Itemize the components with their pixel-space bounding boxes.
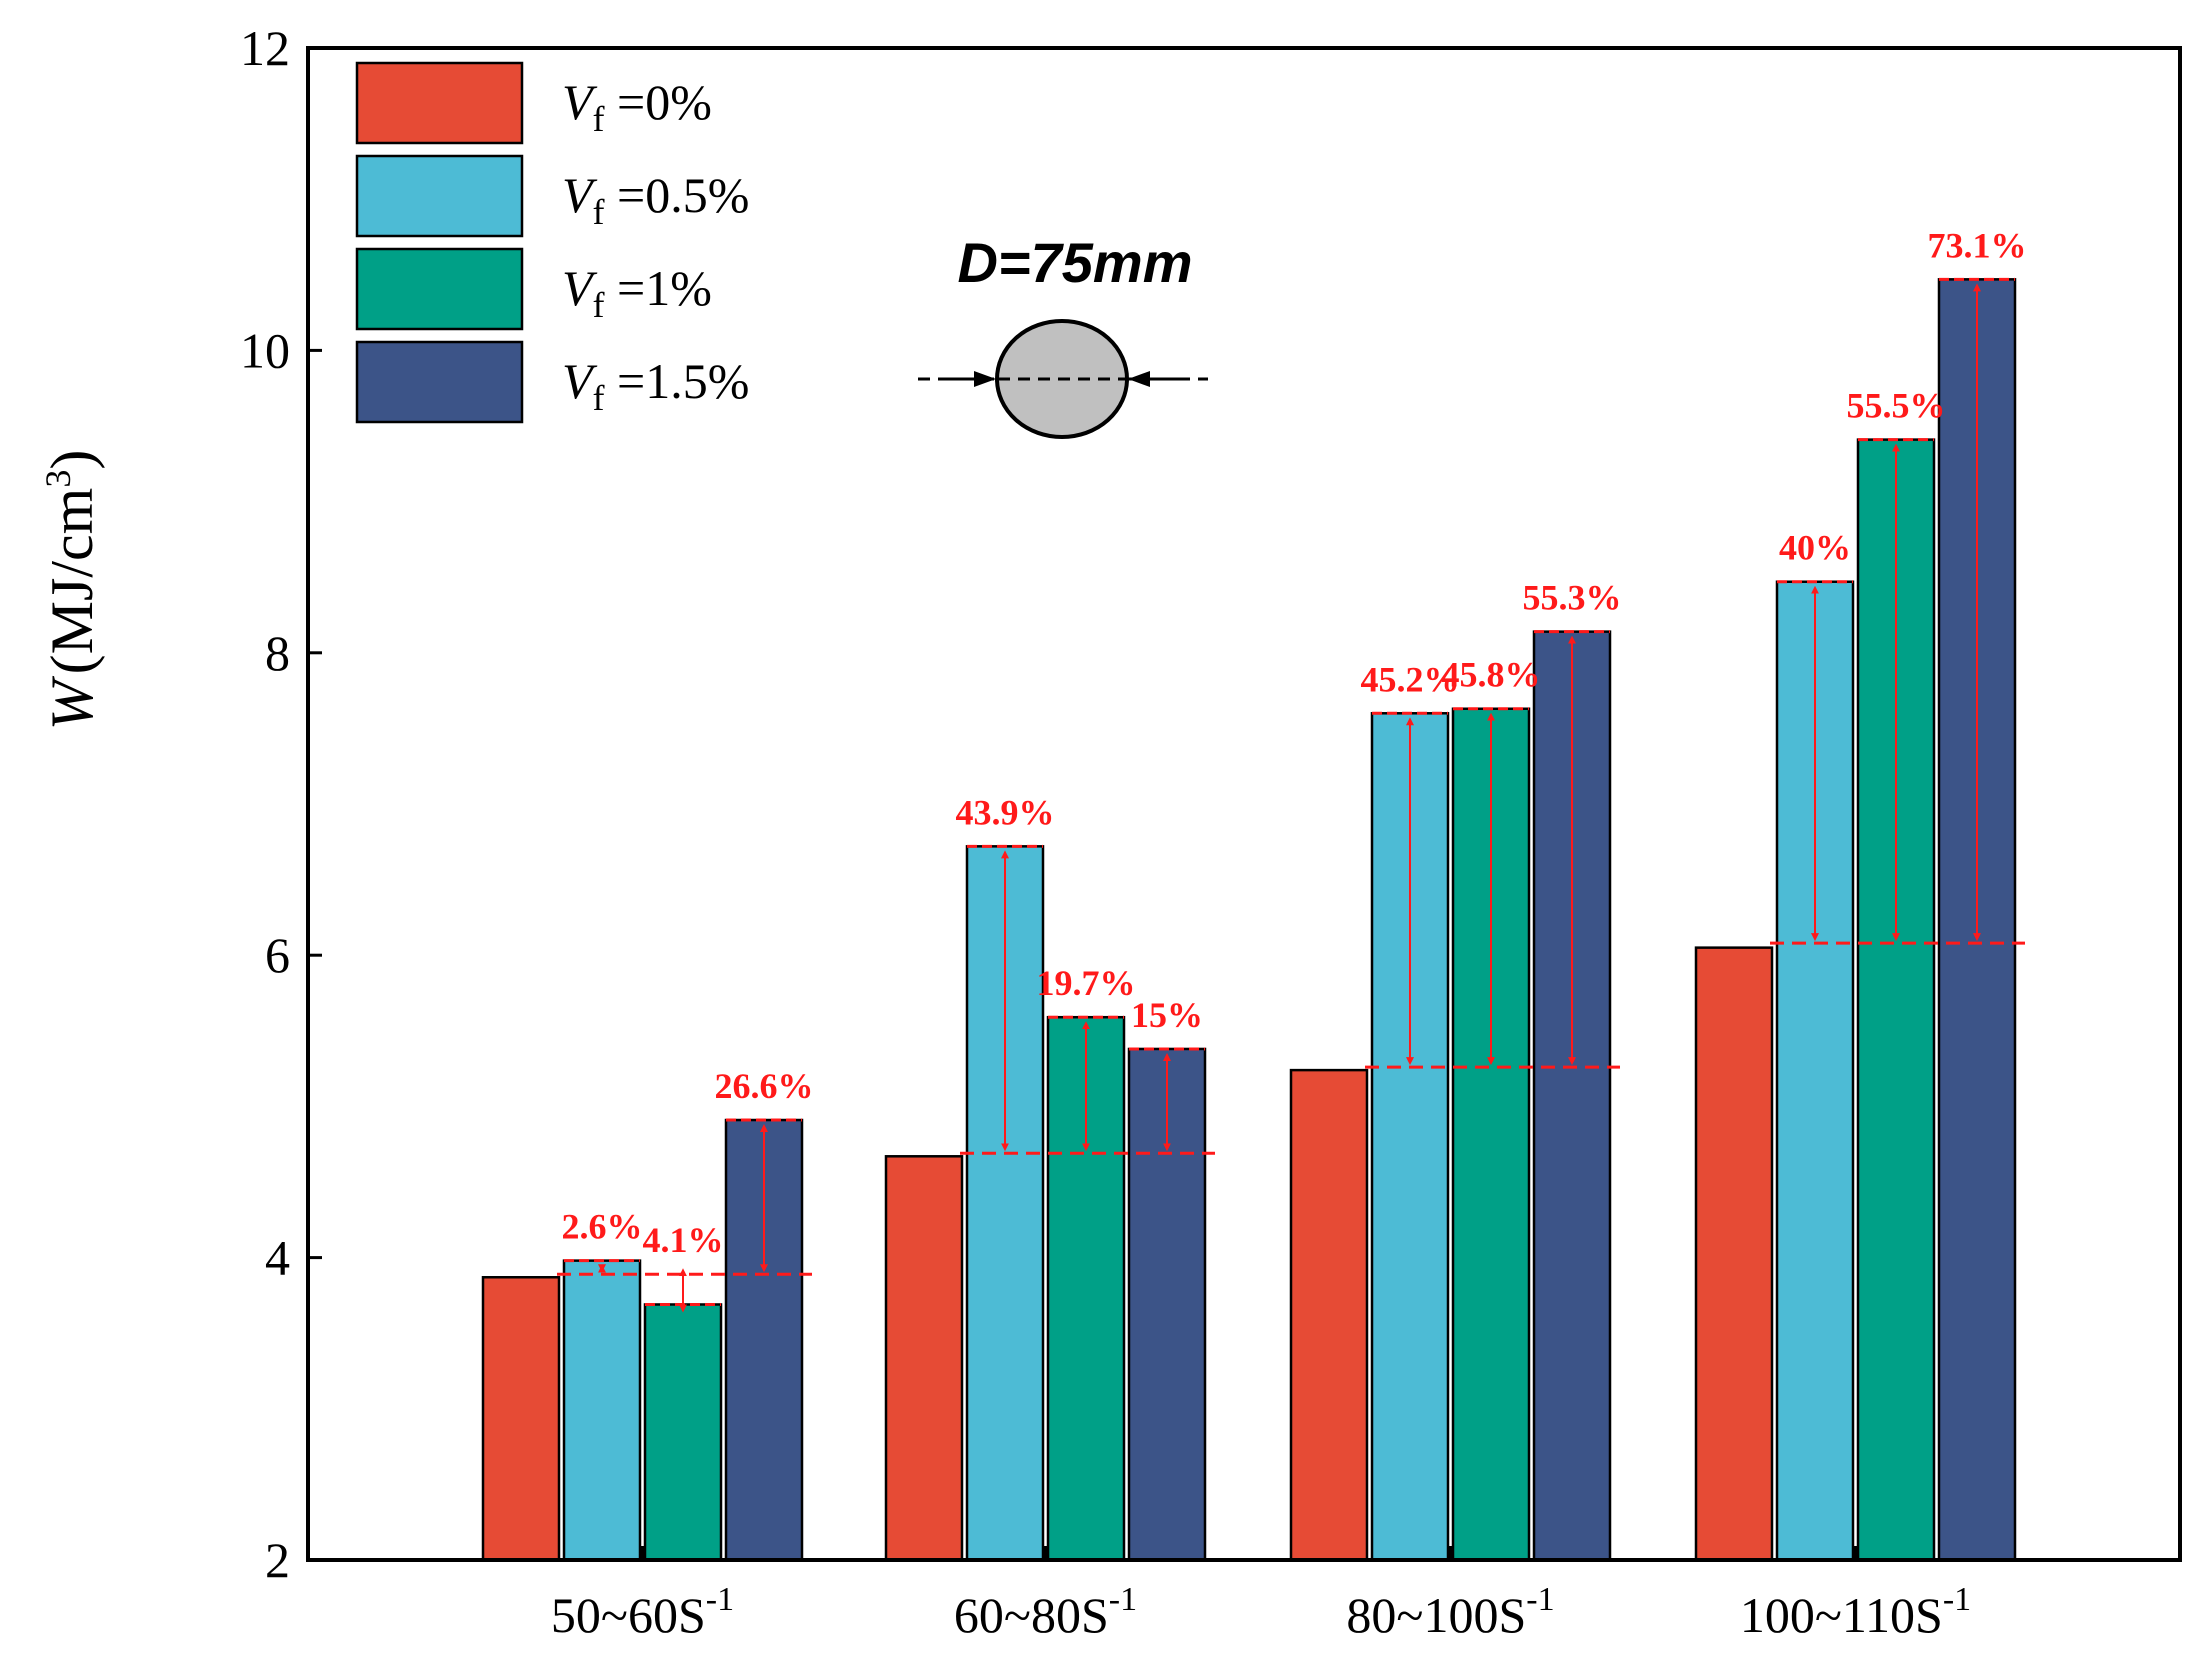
legend-var: V (562, 167, 598, 223)
legend-sub: f (593, 192, 605, 232)
legend-sub: f (593, 99, 605, 139)
bar-3-1 (1289, 1068, 1369, 1562)
legend-var: V (562, 260, 598, 316)
legend-swatch (355, 247, 524, 331)
x-axis: 50~60S-1 60~80S-1 80~100S-1 100~110S-1 (551, 1546, 1971, 1643)
legend-label: Vf =1.5% (562, 353, 749, 418)
increase-label: 19.7% (1037, 963, 1136, 1003)
x-tick-label-sup: -1 (1109, 1581, 1137, 1618)
x-tick-label: 100~110S-1 (1740, 1581, 1971, 1643)
increase-label: 55.3% (1523, 578, 1622, 618)
legend-name: =0.5% (605, 167, 750, 223)
legend-label: Vf =1% (562, 260, 712, 325)
legend: Vf =0%Vf =0.5%Vf =1%Vf =1.5% (355, 61, 749, 424)
bar-1-1 (481, 1276, 561, 1562)
increase-label: 4.1% (643, 1220, 724, 1260)
y-axis-label-unit: (MJ/cm (39, 488, 105, 675)
legend-name: =1.5% (605, 353, 750, 409)
increase-label: 55.5% (1847, 386, 1946, 426)
x-tick-label: 50~60S-1 (551, 1581, 734, 1643)
y-tick-label: 8 (265, 625, 290, 681)
increase-label: 45.2% (1361, 659, 1460, 699)
x-tick-label-base: 60~80S (954, 1587, 1109, 1643)
legend-var: V (562, 353, 598, 409)
x-tick-label-sup: -1 (1526, 1581, 1554, 1618)
bar-1-2 (562, 1259, 642, 1562)
x-tick-label-base: 50~60S (551, 1587, 706, 1643)
increase-label: 40% (1779, 528, 1851, 568)
y-tick-label: 12 (240, 20, 290, 76)
y-tick-label: 6 (265, 927, 290, 983)
increase-label: 73.1% (1928, 225, 2027, 265)
specimen-diameter-label: D=75mm (957, 231, 1192, 294)
y-tick-label: 10 (240, 322, 290, 378)
legend-sub: f (593, 378, 605, 418)
specimen-annotation: D=75mm (918, 231, 1208, 439)
increase-annotations: 2.6% 4.1% 26.6% 43.9% 19.7%15% 45.2%45.8% 55.3… (557, 225, 2027, 1313)
y-axis-label-sup: 3 (38, 470, 78, 488)
x-tick-label-base: 100~110S (1740, 1587, 1943, 1643)
svg-text:W(MJ/cm3): W(MJ/cm3) (38, 450, 105, 731)
increase-label: 26.6% (715, 1066, 814, 1106)
bar-2-1 (884, 1155, 964, 1562)
y-axis-label-close: ) (39, 450, 105, 470)
y-axis-label-var: W (39, 675, 105, 730)
plot-frame (306, 46, 2182, 1562)
legend-label: Vf =0.5% (562, 167, 749, 232)
bar-1-3 (643, 1303, 723, 1562)
x-tick-label-sup: -1 (706, 1581, 734, 1618)
legend-swatch (355, 340, 524, 424)
increase-label: 43.9% (956, 792, 1055, 832)
y-tick-label: 2 (265, 1532, 290, 1588)
legend-var: V (562, 74, 598, 130)
x-tick-label: 80~100S-1 (1346, 1581, 1554, 1643)
increase-label: 15% (1131, 995, 1203, 1035)
bar-2-4 (1127, 1047, 1207, 1562)
y-axis-label: W(MJ/cm3) (38, 450, 105, 731)
legend-swatch (355, 61, 524, 145)
legend-name: =1% (605, 260, 712, 316)
bars-layer (481, 278, 2017, 1562)
y-tick-label: 4 (265, 1230, 290, 1286)
y-axis: 2 4 6 8 10 12 (240, 20, 322, 1588)
legend-name: =0% (605, 74, 712, 130)
increase-label: 45.8% (1442, 655, 1541, 695)
x-tick-label-sup: -1 (1943, 1581, 1971, 1618)
bar-4-1 (1694, 946, 1774, 1562)
legend-label: Vf =0% (562, 74, 712, 139)
increase-label: 2.6% (562, 1207, 643, 1247)
x-tick-label: 60~80S-1 (954, 1581, 1137, 1643)
legend-swatch (355, 154, 524, 238)
x-tick-label-base: 80~100S (1346, 1587, 1526, 1643)
legend-sub: f (593, 285, 605, 325)
